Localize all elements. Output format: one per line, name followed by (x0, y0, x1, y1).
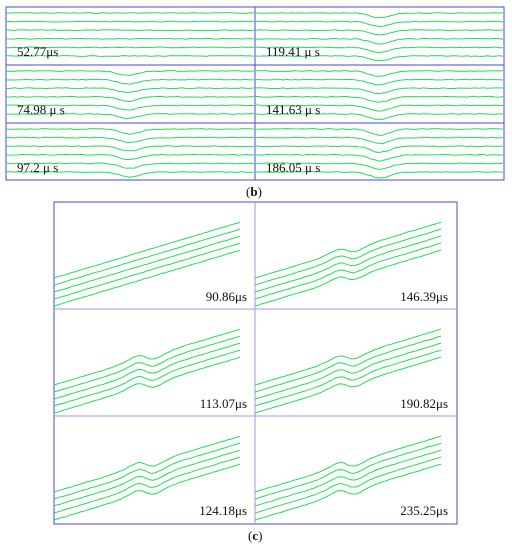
fringe-line (53, 335, 241, 393)
fringe-line (53, 456, 241, 514)
panel-c-time-label: 124.18μs (199, 503, 247, 518)
fringe-line (254, 328, 442, 386)
panel-b-cell: 74.98 μ s (5, 70, 255, 120)
panel-c-cell: 113.07μs (53, 328, 247, 414)
fringe-line (6, 162, 255, 169)
fringe-line (254, 95, 504, 103)
fringe-line (254, 356, 442, 414)
panel-c-cell: 235.25μs (254, 435, 448, 521)
panel-c-time-label: 113.07μs (200, 396, 247, 411)
fringe-line (53, 328, 241, 386)
fringe-line (5, 153, 255, 161)
fringe-line (255, 104, 504, 112)
fringe-line (53, 242, 241, 300)
fringe-line (6, 29, 255, 32)
fringe-line (5, 171, 255, 178)
panel-b-time-label: 97.2 μ s (17, 160, 58, 175)
panel-c-time-label: 190.82μs (400, 396, 448, 411)
panel-b-cell: 141.63 μ s (254, 70, 504, 120)
panel-b-caption: (b) (246, 184, 262, 199)
panel-b-cell: 119.41 μ s (254, 12, 504, 62)
panel-b-cell: 52.77μs (5, 12, 255, 59)
fringe-line (254, 37, 504, 45)
fringe-line (254, 335, 442, 393)
fringe-line (254, 235, 442, 293)
panel-b-time-label: 74.98 μ s (17, 102, 65, 117)
fringe-line (254, 153, 503, 162)
fringe-line (254, 463, 442, 521)
panel-b-time-label: 119.41 μ s (266, 44, 320, 59)
panel-c: 90.86μs 146.39μs 113.07μs 190.82μs 124.18μs 2… (53, 201, 458, 543)
fringe-line (254, 242, 442, 300)
fringe-line (53, 221, 241, 279)
fringe-line (6, 55, 255, 57)
panel-c-time-label: 235.25μs (400, 503, 448, 518)
fringe-line (5, 136, 255, 143)
fringe-line (254, 20, 504, 27)
fringe-line (53, 435, 241, 493)
fringe-line (53, 228, 241, 286)
panel-b-time-label: 141.63 μ s (266, 102, 320, 117)
fringe-line (254, 171, 504, 179)
panel-c-cell: 190.82μs (254, 328, 448, 414)
fringe-line (5, 12, 255, 14)
panel-b-cell: 186.05 μ s (254, 128, 504, 179)
fringe-line (5, 20, 255, 23)
fringe-line (254, 342, 442, 400)
fringe-line (254, 442, 442, 500)
fringe-line (254, 435, 442, 493)
fringe-line (53, 442, 241, 500)
fringe-line (6, 104, 254, 111)
fringe-line (5, 37, 255, 40)
fringe-line (254, 449, 442, 507)
panel-c-cell: 146.39μs (254, 221, 448, 307)
fringe-line (53, 349, 241, 407)
fringe-line (254, 113, 504, 120)
fringe-line (5, 113, 255, 120)
panel-b-cell: 97.2 μ s (5, 128, 255, 178)
fringe-line (53, 449, 241, 507)
fringe-line (255, 46, 504, 54)
fringe-line (254, 349, 442, 407)
fringe-line (5, 95, 254, 103)
fringe-line (53, 249, 241, 307)
panel-b: 52.77μs 119.41 μ s 74.98 μ s 141.63 μ s 97.2… (5, 6, 505, 199)
panel-b-time-label: 186.05 μ s (266, 160, 320, 175)
panel-b-time-label: 52.77μs (17, 44, 58, 59)
panel-c-cell: 124.18μs (53, 435, 247, 521)
fringe-line (5, 46, 255, 49)
fringe-line (254, 249, 442, 307)
fringe-line (255, 145, 504, 154)
fringe-line (254, 228, 442, 286)
fringe-line (255, 162, 504, 170)
panel-c-caption: (c) (248, 528, 262, 543)
fringe-line (255, 12, 504, 19)
fringe-line (53, 463, 241, 521)
fringe-line (254, 456, 442, 514)
fringe-line (6, 70, 255, 77)
fringe-line (53, 342, 241, 400)
fringe-line (6, 87, 255, 93)
fringe-line (254, 29, 504, 36)
fringe-line (254, 221, 442, 279)
fringe-line (254, 55, 504, 62)
panel-c-cell: 90.86μs (53, 221, 247, 307)
fringe-line (5, 78, 255, 85)
fringe-line (6, 145, 254, 152)
fringe-line (53, 235, 241, 293)
fringe-line (254, 78, 504, 86)
fringe-line (255, 128, 504, 136)
panel-c-time-label: 146.39μs (400, 289, 448, 304)
fringe-line (6, 128, 255, 135)
fringe-line (53, 356, 241, 414)
panel-c-time-label: 90.86μs (206, 289, 247, 304)
fringe-line (254, 136, 504, 145)
fringe-line (255, 70, 504, 77)
fringe-line (255, 87, 504, 95)
